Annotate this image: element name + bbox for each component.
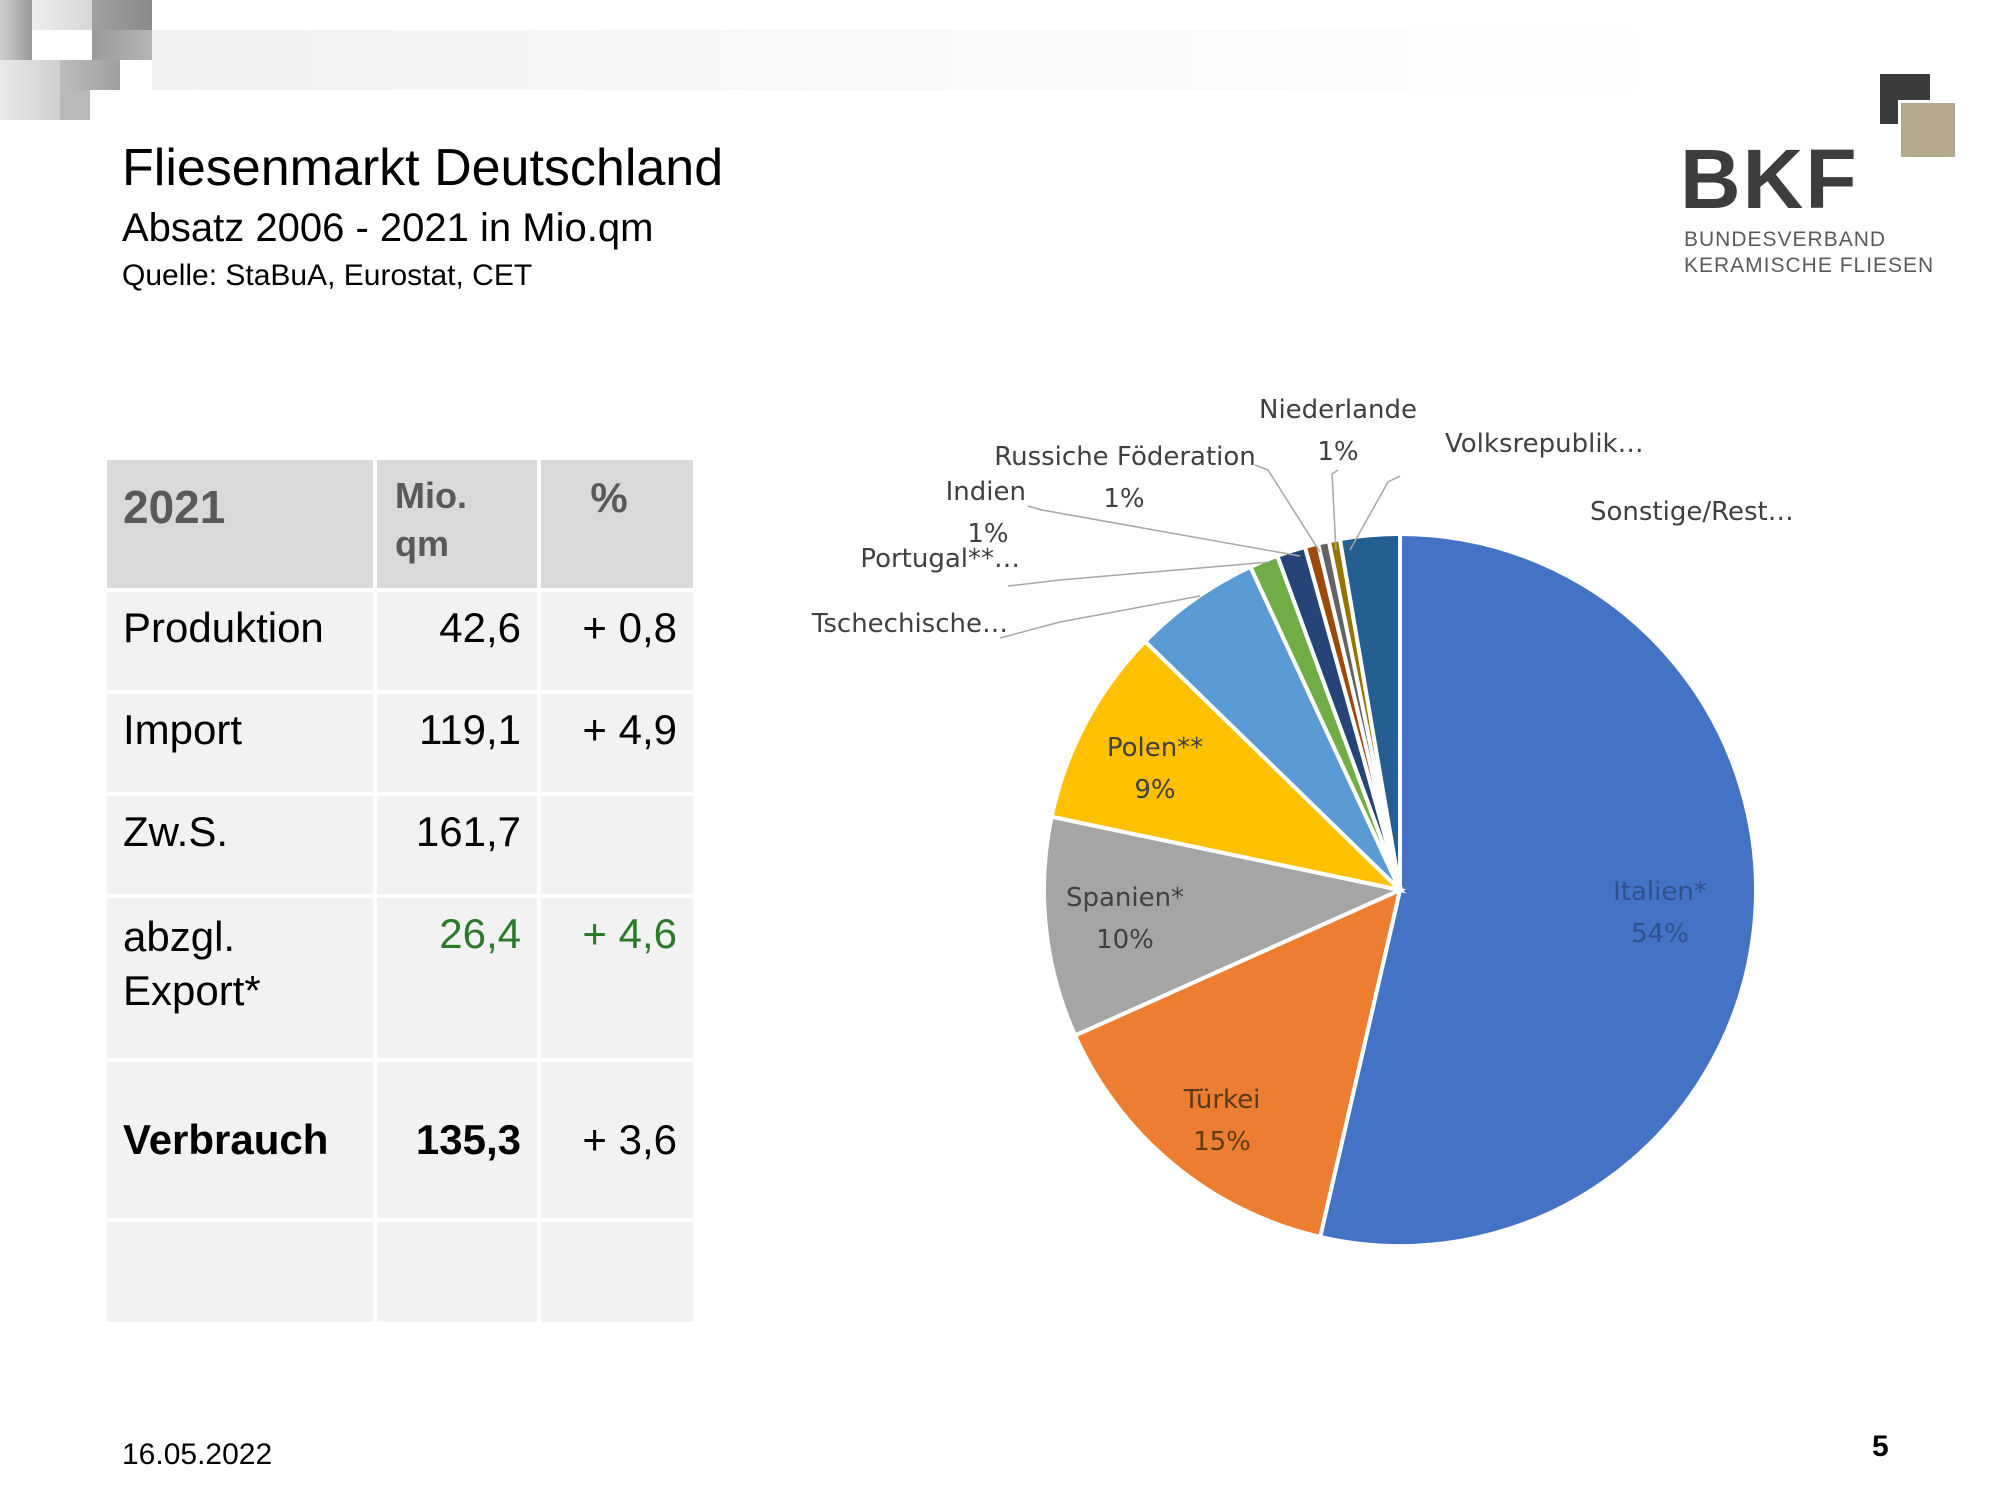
leader-line-8 [1331,469,1339,551]
table-row: Verbrauch 135,3 + 3,6 [107,1062,693,1218]
pie-slice-1 [1072,886,1403,1240]
row-label: abzgl. Export* [107,898,373,1058]
leader-line-9 [1349,475,1401,551]
slide-title: Fliesenmarkt Deutschland [122,139,724,197]
header-unit: Mio. qm [377,460,537,588]
row-value: 26,4 [377,898,537,1058]
row-label: Verbrauch [107,1062,373,1218]
row-value: 42,6 [377,592,537,690]
slice-pct-label: 1% [967,519,1008,549]
row-pct: + 3,6 [541,1062,693,1218]
pie-slice-3 [1049,638,1407,894]
bkf-logo: BKF BUNDESVERBAND KERAMISCHE FLIESEN [1680,64,1970,284]
decor-square [32,0,92,30]
slice-pct-label: 1% [1317,437,1358,467]
decor-square [60,90,90,120]
row-label: Import [107,694,373,792]
pie-slice-0 [1317,531,1759,1248]
slide-subtitle: Absatz 2006 - 2021 in Mio.qm [122,206,654,250]
row-label: Zw.S. [107,796,373,894]
row-value: 119,1 [377,694,537,792]
header-year: 2021 [107,460,373,588]
market-table: 2021 Mio. qm % Produktion 42,6 + 0,8 Imp… [103,456,697,1326]
leader-line-6 [1027,505,1301,557]
logo-line2: KERAMISCHE FLIESEN [1684,254,1935,277]
source-note: Quelle: StaBuA, Eurostat, CET [122,259,533,292]
slice-label: Tschechische… [811,609,1008,639]
header-band [152,30,1692,90]
leader-line-4 [999,595,1201,639]
logo-square-beige [1898,100,1958,160]
row-value: 135,3 [377,1062,537,1218]
leader-line-7 [1254,464,1321,553]
slice-pct-label: 1% [1103,484,1144,514]
pie-slice-4 [1142,564,1402,892]
decor-square [0,60,60,120]
row-value: 161,7 [377,796,537,894]
slice-label: Spanien* [1066,883,1184,913]
slice-pct-label: 15% [1193,1127,1251,1157]
slice-pct-label: 54% [1631,919,1689,949]
row-pct: + 0,8 [541,592,693,690]
table-row: Zw.S. 161,7 [107,796,693,894]
leader-line-5 [1007,561,1271,587]
row-label: Produktion [107,592,373,690]
slice-pct-label: 10% [1096,925,1154,955]
decor-square [60,60,120,90]
decor-square [0,0,32,60]
table-row: abzgl. Export* 26,4 + 4,6 [107,898,693,1058]
footer-date: 16.05.2022 [122,1438,273,1471]
table-row-empty [107,1222,693,1322]
empty-cell [541,1222,693,1322]
logo-line1: BUNDESVERBAND [1684,228,1887,251]
slice-pct-label: 9% [1134,775,1175,805]
slice-label: Italien* [1613,877,1707,907]
slice-label: Volksrepublik… [1445,429,1644,459]
empty-cell [377,1222,537,1322]
logo-brand: BKF [1680,132,1859,226]
table-row: Import 119,1 + 4,9 [107,694,693,792]
empty-cell [107,1222,373,1322]
decor-square [92,0,152,30]
slice-label: Portugal**… [860,544,1020,574]
slice-label: Polen** [1107,733,1203,763]
pie-slice-10 [1337,531,1402,891]
table-header-row: 2021 Mio. qm % [107,460,693,588]
decor-square [92,30,152,60]
header-pct: % [541,460,693,588]
row-pct [541,796,693,894]
slice-label: Indien [946,477,1026,507]
slice-label: Türkei [1183,1085,1261,1115]
row-pct: + 4,6 [541,898,693,1058]
page-number: 5 [1872,1430,1889,1463]
table-row: Produktion 42,6 + 0,8 [107,592,693,690]
slice-label: Sonstige/Rest… [1590,497,1794,527]
slice-label: Russiche Föderation [994,442,1256,472]
slice-label: Niederlande [1259,395,1417,425]
row-pct: + 4,9 [541,694,693,792]
